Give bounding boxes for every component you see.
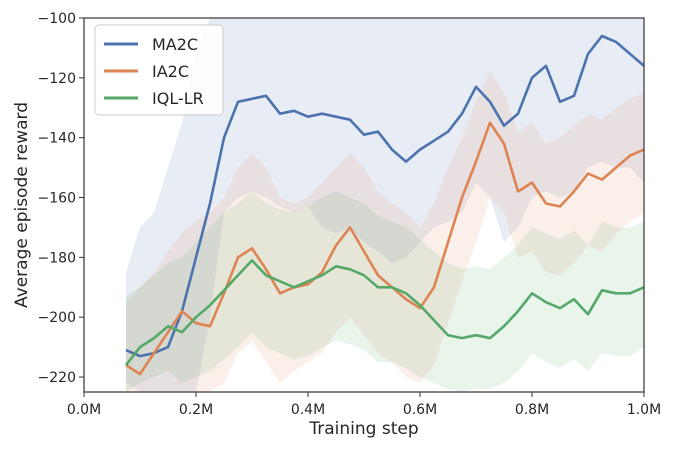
band-ma2c — [126, 18, 644, 392]
y-tick-label: −160 — [38, 191, 76, 207]
x-tick-label: 0.2M — [179, 402, 213, 418]
legend-box — [94, 24, 224, 116]
band-iql-lr — [126, 191, 644, 392]
y-tick-label: −140 — [38, 131, 76, 147]
x-axis-label: Training step — [308, 419, 418, 439]
line-ia2c — [125, 121, 645, 376]
band-ia2c — [126, 71, 644, 393]
legend-label: IA2C — [152, 62, 189, 81]
confidence-bands — [126, 18, 644, 393]
y-tick-label: −120 — [38, 71, 76, 87]
x-tick-label: 0.0M — [67, 402, 101, 418]
y-axis-label: Average episode reward — [12, 102, 32, 308]
x-tick-label: 0.8M — [515, 402, 549, 418]
y-tick-label: −100 — [38, 11, 76, 27]
line-iql-lr — [124, 259, 645, 366]
series-lines — [124, 34, 645, 376]
x-axis-ticks: 0.0M 0.2M 0.4M 0.6M 0.8M 1.0M — [67, 392, 661, 418]
y-tick-label: −180 — [38, 250, 76, 266]
x-tick-label: 1.0M — [627, 402, 661, 418]
legend-label: MA2C — [152, 35, 198, 54]
y-tick-label: −200 — [38, 310, 76, 326]
x-tick-label: 0.4M — [291, 402, 325, 418]
y-axis-ticks: −220 −200 −180 −160 −140 −120 −100 — [38, 11, 84, 386]
x-tick-label: 0.6M — [403, 402, 437, 418]
legend: MA2C IA2C IQL-LR — [94, 24, 224, 116]
legend-label: IQL-LR — [152, 89, 204, 108]
line-ma2c — [125, 34, 645, 358]
plot-frame — [83, 17, 645, 393]
y-tick-label: −220 — [38, 370, 76, 386]
